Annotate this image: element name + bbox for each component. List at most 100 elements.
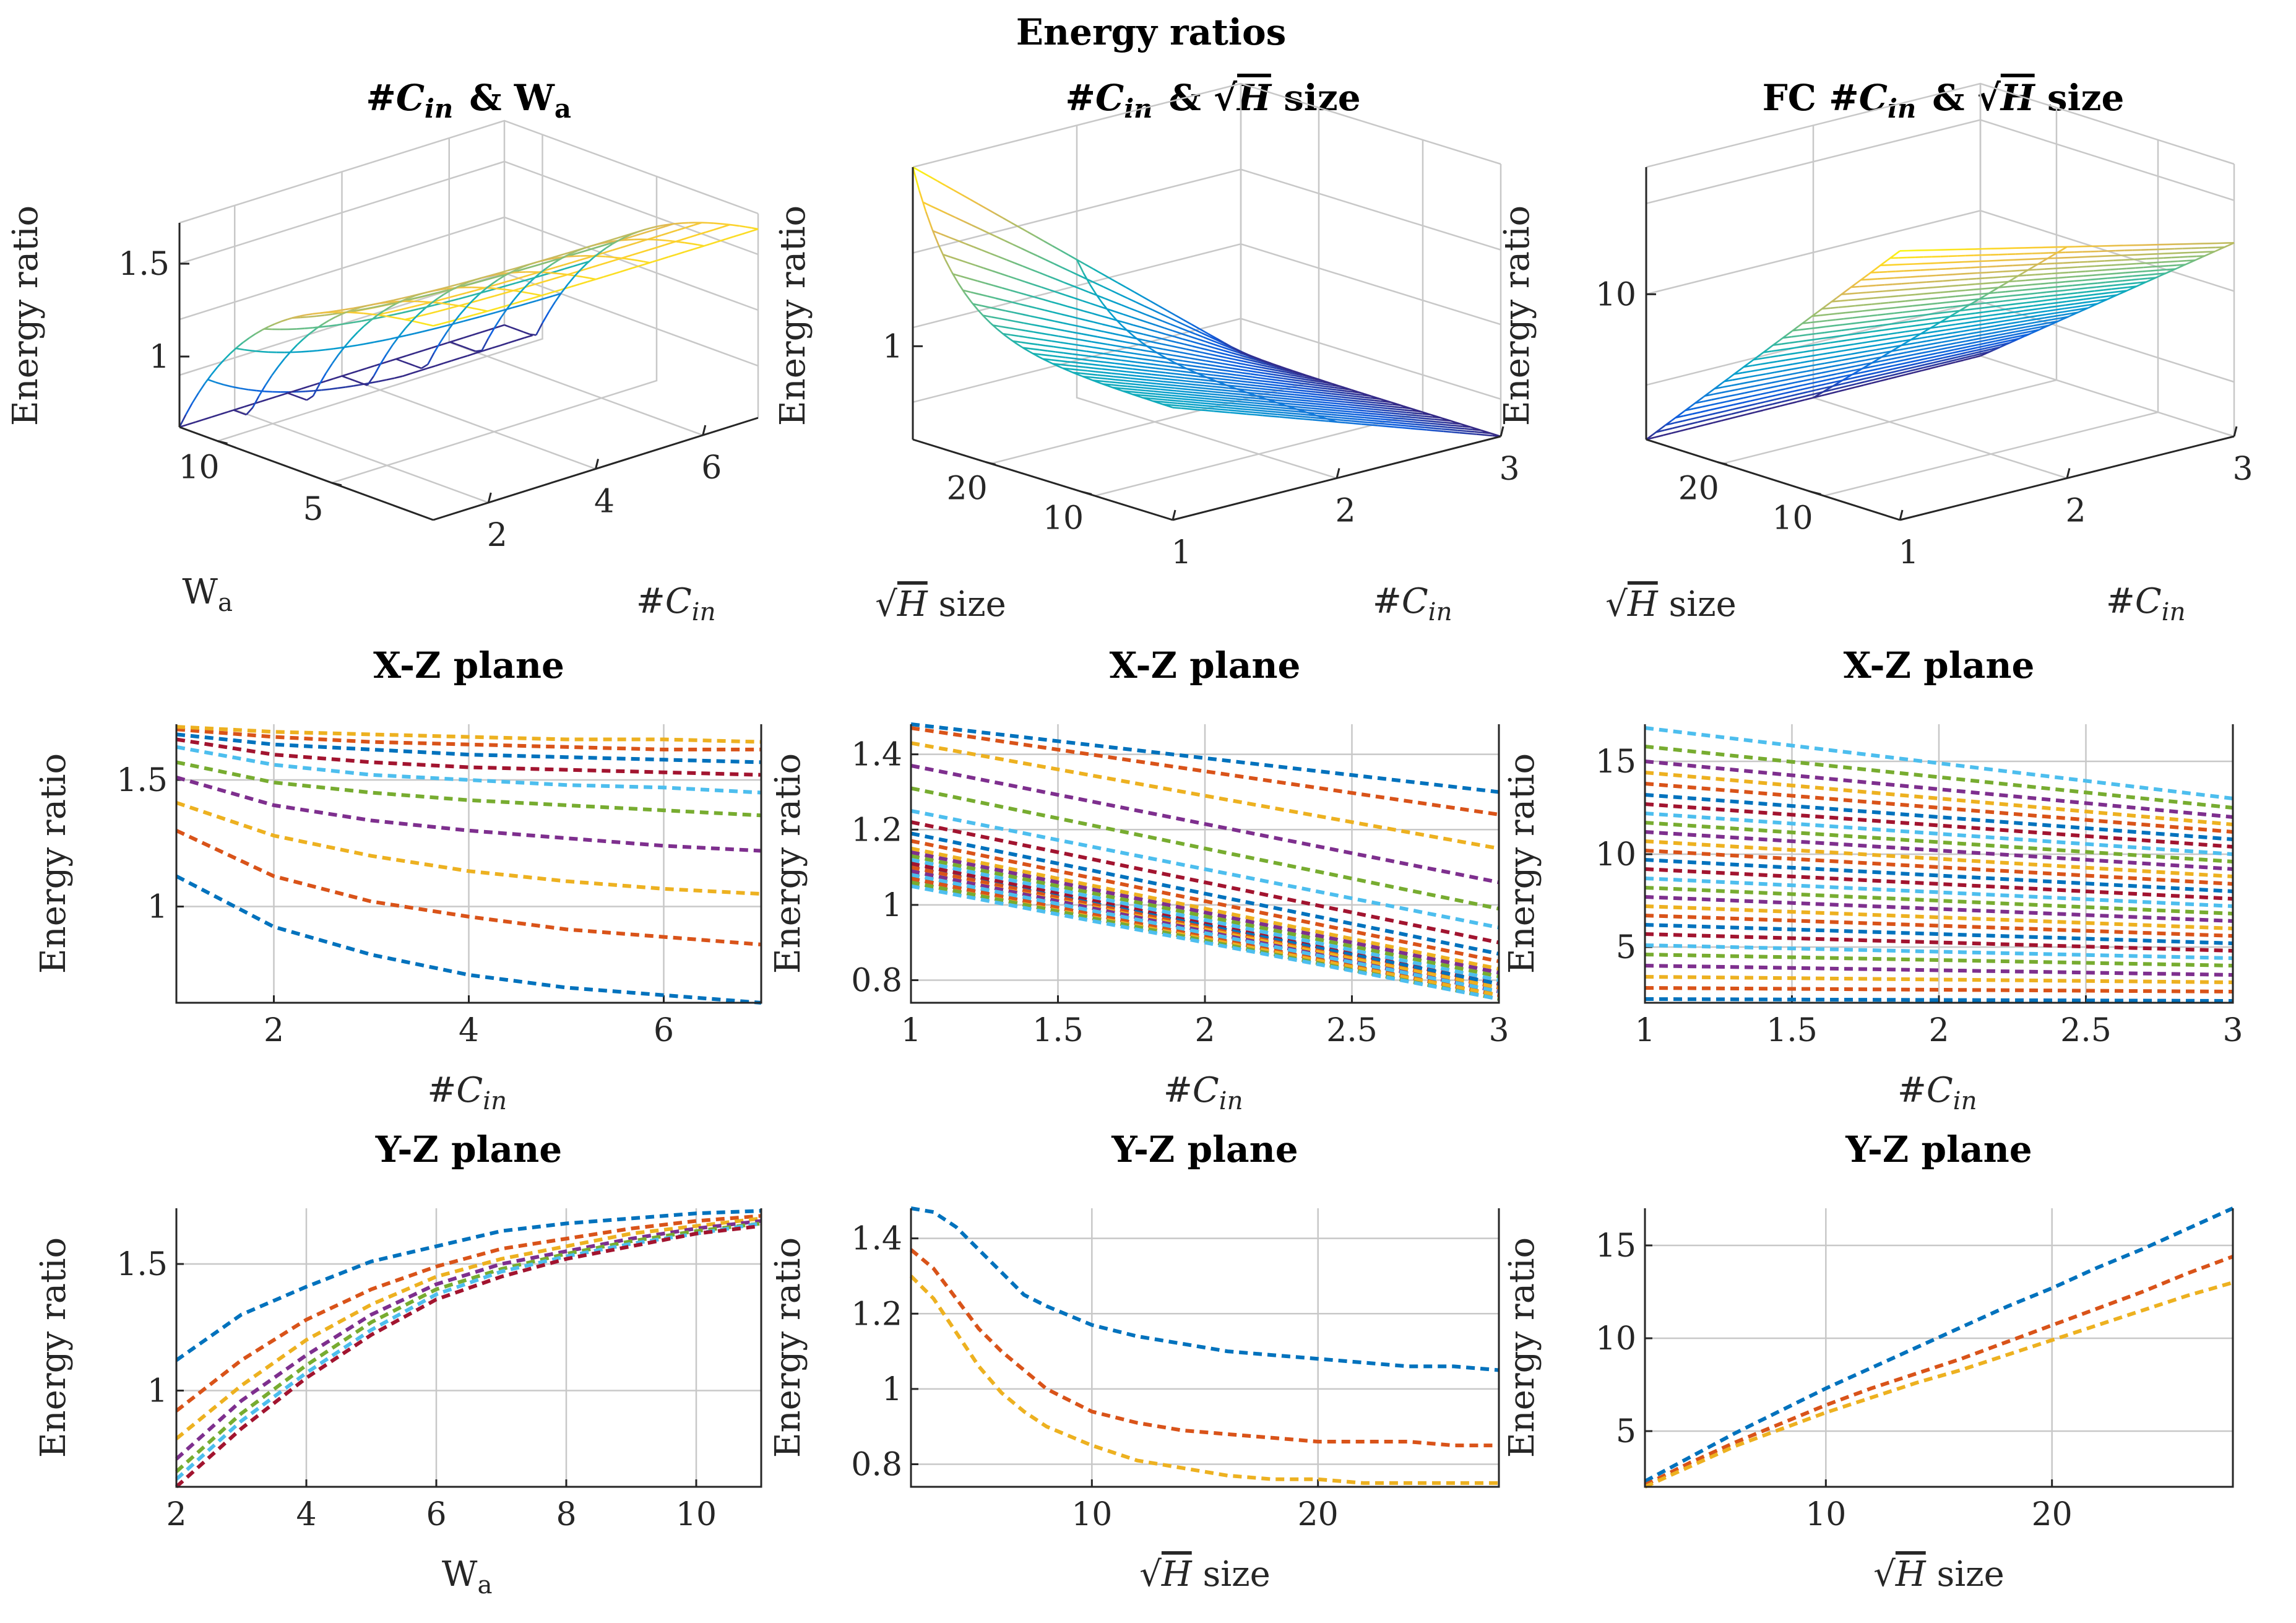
surface-mesh-segment bbox=[264, 375, 273, 386]
surface-mesh-segment bbox=[1396, 408, 1405, 411]
surface-mesh-segment bbox=[1267, 388, 1276, 391]
surface-mesh-segment bbox=[344, 307, 353, 311]
surface-mesh-segment bbox=[1056, 328, 1065, 332]
x-axis-label: #Cin bbox=[1163, 1070, 1246, 1115]
surface-mesh-segment bbox=[1795, 379, 1804, 384]
surface-mesh-segment bbox=[1803, 350, 1813, 353]
surface-mesh-segment bbox=[313, 389, 322, 392]
surface-mesh-segment bbox=[619, 268, 629, 273]
surface-mesh-segment bbox=[1263, 370, 1272, 373]
surface-mesh-segment bbox=[1120, 334, 1129, 338]
surface-mesh-segment bbox=[526, 283, 535, 288]
surface-mesh-segment bbox=[2001, 326, 2010, 329]
surface-mesh-segment bbox=[1819, 389, 1827, 395]
surface-mesh-segment bbox=[1913, 352, 1922, 356]
surface-mesh-segment bbox=[2055, 308, 2065, 311]
surface-mesh-segment bbox=[1199, 362, 1208, 366]
surface-mesh-segment bbox=[1173, 384, 1181, 387]
x-tick-label: 6 bbox=[426, 1496, 446, 1533]
surface-mesh-segment bbox=[1316, 394, 1326, 397]
surface-mesh-segment bbox=[2028, 265, 2036, 270]
surface-mesh-segment bbox=[1070, 270, 1079, 276]
series-line bbox=[1644, 1206, 2234, 1483]
surface-mesh-segment bbox=[1014, 262, 1024, 267]
y-tick-label: 1.4 bbox=[851, 737, 902, 774]
surface-mesh-segment bbox=[1948, 358, 1957, 363]
z-gridline bbox=[1646, 119, 2235, 204]
surface-mesh-segment bbox=[1912, 304, 1921, 307]
surface-mesh-segment bbox=[423, 303, 431, 309]
surface-mesh-segment bbox=[1888, 357, 1897, 361]
surface-mesh-segment bbox=[512, 305, 520, 309]
surface-mesh-segment bbox=[2083, 297, 2092, 300]
surface-mesh-segment bbox=[519, 285, 527, 293]
surface-mesh-segment bbox=[1150, 355, 1159, 358]
surface-mesh-segment bbox=[1416, 409, 1423, 413]
surface-mesh-segment bbox=[1147, 366, 1156, 370]
surface-mesh-segment bbox=[1868, 344, 1878, 348]
surface-mesh-segment bbox=[1826, 381, 1835, 385]
axes-frame bbox=[175, 724, 762, 1004]
surface-mesh-segment bbox=[1220, 409, 1228, 411]
y-tick-label: 1.5 bbox=[116, 762, 168, 799]
surface-mesh-segment bbox=[445, 306, 454, 311]
surface-mesh-segment bbox=[2072, 305, 2081, 308]
surface-mesh-segment bbox=[465, 314, 474, 318]
series-line bbox=[1644, 839, 2233, 878]
surface-mesh-segment bbox=[1096, 356, 1105, 359]
surface-mesh-segment bbox=[2136, 262, 2145, 265]
surface-mesh-segment bbox=[1915, 324, 1924, 327]
surface-mesh-segment bbox=[2151, 275, 2159, 280]
surface-mesh-segment bbox=[1956, 340, 1966, 344]
surface-mesh-segment bbox=[1313, 410, 1322, 412]
surface-mesh-segment bbox=[329, 324, 337, 327]
panel-title: #Cin & √H size bbox=[1065, 77, 1360, 124]
surface-mesh-segment bbox=[1095, 371, 1104, 374]
surface-mesh-segment bbox=[2005, 334, 2014, 337]
surface-mesh-segment bbox=[1827, 319, 1836, 322]
surface-mesh-segment bbox=[1204, 373, 1214, 376]
surface-mesh-segment bbox=[2150, 269, 2159, 272]
surface-mesh-segment bbox=[1895, 359, 1904, 363]
surface-mesh-segment bbox=[938, 245, 946, 261]
surface-mesh-segment bbox=[1880, 358, 1889, 362]
surface-mesh-segment bbox=[471, 316, 480, 320]
surface-mesh-segment bbox=[1271, 371, 1280, 374]
surface-mesh-segment bbox=[1094, 380, 1102, 384]
surface-mesh-segment bbox=[1133, 383, 1142, 386]
surface-mesh-segment bbox=[1165, 333, 1175, 338]
y-tick-label: 10 bbox=[1595, 1320, 1636, 1357]
surface-mesh-segment bbox=[433, 322, 442, 327]
surface-mesh-segment bbox=[2031, 329, 2038, 334]
surface-mesh-segment bbox=[392, 300, 399, 303]
surface-mesh-segment bbox=[1767, 366, 1776, 370]
surface-mesh-segment bbox=[1381, 409, 1390, 412]
surface-mesh-segment bbox=[1030, 315, 1039, 319]
surface-mesh-segment bbox=[2047, 286, 2056, 289]
surface-mesh-segment bbox=[1976, 277, 1985, 280]
surface-mesh-segment bbox=[1992, 281, 2000, 284]
surface-mesh-segment bbox=[1144, 387, 1152, 390]
surface-mesh-segment bbox=[1974, 334, 1983, 337]
surface-mesh-segment bbox=[1067, 305, 1076, 310]
surface-mesh-segment bbox=[2016, 306, 2026, 309]
surface-mesh-segment bbox=[223, 384, 233, 388]
surface-mesh-segment bbox=[1079, 326, 1088, 329]
surface-mesh-segment bbox=[931, 229, 940, 246]
surface-mesh-segment bbox=[1865, 331, 1874, 334]
surface-mesh-segment bbox=[401, 318, 408, 321]
surface-mesh-segment bbox=[461, 301, 470, 306]
surface-mesh-segment bbox=[1271, 400, 1279, 404]
surface-mesh-segment bbox=[1873, 329, 1882, 332]
surface-mesh-segment bbox=[1982, 287, 1991, 290]
surface-mesh-segment bbox=[1750, 398, 1759, 402]
y-tick-mark bbox=[985, 461, 996, 465]
surface-mesh-segment bbox=[1045, 259, 1055, 265]
surface-mesh-segment bbox=[280, 318, 288, 322]
y-axis-line bbox=[1646, 438, 1901, 521]
surface-mesh-segment bbox=[1152, 359, 1161, 363]
surface-mesh-segment bbox=[1016, 343, 1024, 349]
surface-mesh-segment bbox=[1326, 406, 1334, 409]
